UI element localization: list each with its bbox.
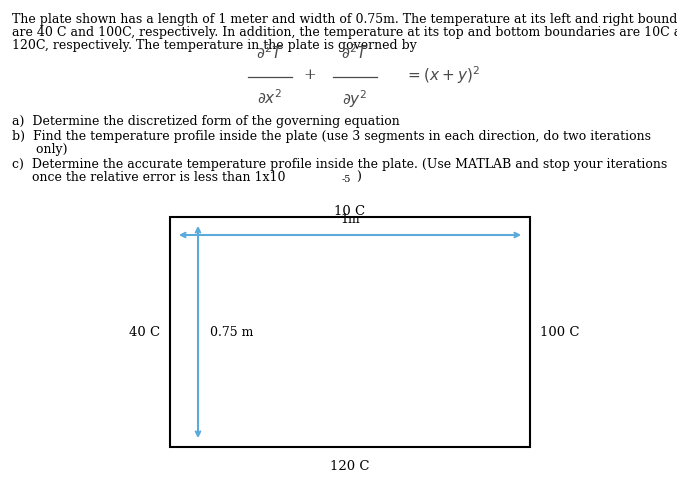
Text: 120C, respectively. The temperature in the plate is governed by: 120C, respectively. The temperature in t… xyxy=(12,39,417,52)
Text: 120 C: 120 C xyxy=(330,459,370,472)
Text: $\partial^2T$: $\partial^2T$ xyxy=(256,43,284,62)
Text: -5: -5 xyxy=(342,175,351,183)
Text: b)  Find the temperature profile inside the plate (use 3 segments in each direct: b) Find the temperature profile inside t… xyxy=(12,130,651,142)
Text: +: + xyxy=(303,68,316,82)
Text: 10 C: 10 C xyxy=(334,204,366,218)
Text: The plate shown has a length of 1 meter and width of 0.75m. The temperature at i: The plate shown has a length of 1 meter … xyxy=(12,13,677,26)
Text: 0.75 m: 0.75 m xyxy=(210,326,253,339)
Text: 100 C: 100 C xyxy=(540,326,580,339)
Text: 40 C: 40 C xyxy=(129,326,160,339)
Bar xyxy=(170,218,530,447)
Text: ): ) xyxy=(356,171,361,183)
Text: are 40 C and 100C, respectively. In addition, the temperature at its top and bot: are 40 C and 100C, respectively. In addi… xyxy=(12,26,677,39)
Text: $\partial y^2$: $\partial y^2$ xyxy=(343,88,368,109)
Text: $\partial x^2$: $\partial x^2$ xyxy=(257,88,283,106)
Text: 1m: 1m xyxy=(340,213,360,225)
Text: c)  Determine the accurate temperature profile inside the plate. (Use MATLAB and: c) Determine the accurate temperature pr… xyxy=(12,158,668,171)
Text: once the relative error is less than 1x10: once the relative error is less than 1x1… xyxy=(12,171,286,183)
Text: only): only) xyxy=(12,142,68,156)
Text: $= (x + y)^2$: $= (x + y)^2$ xyxy=(405,64,480,86)
Text: a)  Determine the discretized form of the governing equation: a) Determine the discretized form of the… xyxy=(12,115,399,128)
Text: $\partial^2T$: $\partial^2T$ xyxy=(341,43,369,62)
